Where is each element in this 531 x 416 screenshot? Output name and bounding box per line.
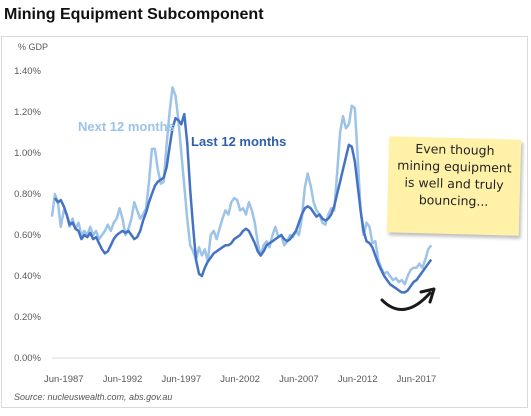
series-line-last-12-months — [53, 112, 433, 294]
series-line-next-12-months — [50, 86, 433, 286]
y-tick-label: 0.80% — [14, 189, 41, 200]
note-line: bouncing... — [418, 192, 489, 209]
y-axis: 0.00% 0.20% 0.40% 0.60% 0.80% 1.00% 1.20% 1.40% — [14, 66, 41, 364]
x-tick-label: Jun-2012 — [338, 374, 378, 385]
x-tick-label: Jun-2002 — [220, 374, 260, 385]
x-tick-label: Jun-2007 — [279, 374, 319, 385]
y-tick-label: 0.00% — [14, 353, 41, 364]
legend-next-12-months: Next 12 months — [78, 119, 175, 134]
y-tick-label: 1.00% — [14, 148, 41, 159]
y-unit-label: % GDP — [18, 42, 48, 52]
y-tick-label: 0.60% — [14, 230, 41, 241]
y-tick-label: 0.40% — [14, 271, 41, 282]
y-tick-label: 0.20% — [14, 312, 41, 323]
x-axis: Jun-1987 Jun-1992 Jun-1997 Jun-2002 Jun-2007… — [44, 357, 440, 385]
x-tick-label: Jun-1987 — [44, 374, 84, 385]
y-tick-label: 1.40% — [14, 66, 41, 77]
legend-last-12-months: Last 12 months — [191, 134, 286, 149]
chart-frame — [1, 36, 528, 408]
note-line: is well and truly — [404, 174, 504, 193]
sticky-note: Even though mining equipment is well and… — [386, 136, 522, 236]
source-note: Source: nucleuswealth.com, abs.gov.au — [14, 392, 173, 402]
series-layer — [50, 86, 433, 294]
x-tick-label: Jun-1992 — [103, 374, 143, 385]
x-tick-label: Jun-1997 — [162, 374, 202, 385]
chart-title: Mining Equipment Subcomponent — [4, 6, 264, 23]
curved-arrow-icon — [380, 287, 436, 311]
y-tick-label: 1.20% — [14, 107, 41, 118]
x-tick-label: Jun-2017 — [397, 374, 437, 385]
